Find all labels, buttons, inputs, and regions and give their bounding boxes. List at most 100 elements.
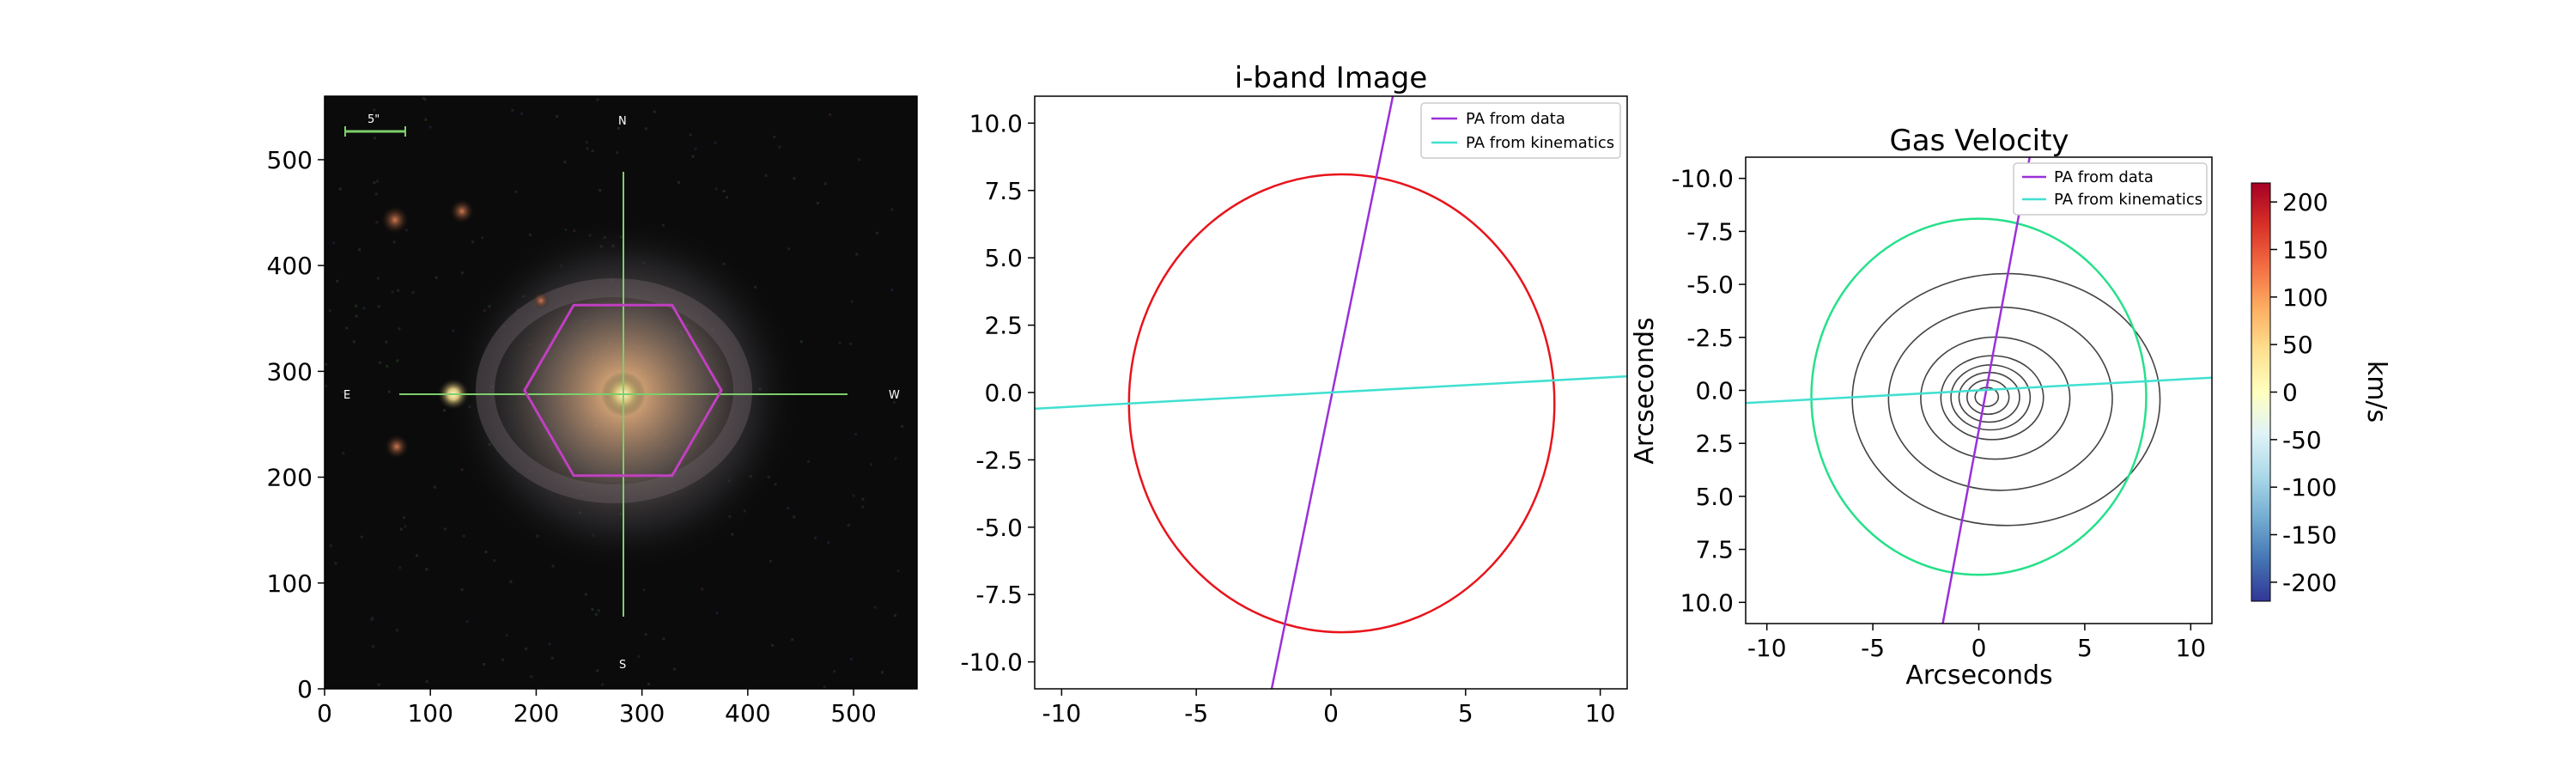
sky-noise-speckle [338, 187, 342, 191]
sky-noise-speckle [861, 505, 865, 508]
velocity-xlabel: Arcseconds [1905, 660, 2052, 691]
sky-noise-speckle [465, 620, 469, 624]
sky-noise-speckle [460, 588, 464, 592]
sky-noise-speckle [890, 289, 894, 292]
iband-ytick-label: 10.0 [969, 109, 1023, 137]
sky-ytick-label: 500 [267, 146, 313, 174]
colorbar [2251, 182, 2271, 602]
velocity-title: Gas Velocity [1889, 124, 2069, 158]
sky-noise-speckle [854, 433, 857, 436]
sky-noise-speckle [325, 385, 328, 388]
iband-xtick-label: 0 [1323, 699, 1339, 727]
sky-noise-speckle [827, 541, 830, 545]
sky-noise-speckle [731, 533, 734, 536]
sky-noise-speckle [806, 460, 810, 463]
sky-noise-speckle [833, 670, 836, 673]
sky-noise-speckle [773, 136, 776, 139]
velocity-pa-kinematics-line [1746, 376, 2212, 405]
sky-xtick-label: 300 [619, 699, 665, 727]
sky-noise-speckle [342, 452, 345, 455]
sky-noise-speckle [334, 562, 337, 565]
background-source [381, 206, 409, 234]
ifu-hexagon [523, 303, 723, 478]
sky-noise-speckle [371, 617, 374, 620]
iband-ytick-label: 7.5 [984, 177, 1023, 205]
sky-noise-speckle [424, 118, 428, 121]
sky-noise-speckle [814, 536, 817, 539]
sky-noise-speckle [584, 593, 587, 596]
velocity-xtick-label: -5 [1861, 634, 1885, 662]
sky-noise-speckle [601, 683, 605, 686]
velocity-ellipse [1810, 217, 2148, 576]
sky-noise-speckle [425, 568, 428, 571]
sky-noise-speckle [374, 192, 378, 196]
sky-noise-speckle [594, 612, 598, 616]
sky-noise-speckle [391, 290, 394, 294]
sky-noise-speckle [395, 629, 398, 632]
sky-noise-speckle [525, 647, 528, 650]
sky-noise-speckle [402, 516, 405, 520]
sky-noise-speckle [422, 96, 425, 100]
iband-legend-box [1420, 102, 1621, 159]
sky-noise-speckle [556, 115, 559, 119]
sky-noise-speckle [550, 656, 554, 660]
sky-noise-speckle [616, 151, 619, 155]
sky-ytick-label: 100 [267, 569, 313, 598]
iband-ytick-label: 0.0 [984, 379, 1023, 407]
sky-noise-speckle [849, 342, 853, 345]
sky-noise-speckle [379, 361, 382, 364]
sky-noise-speckle [793, 515, 796, 519]
compass-south: S [619, 659, 626, 672]
sky-noise-speckle [374, 137, 377, 140]
sky-noise-speckle [653, 110, 656, 113]
sky-ytick-label: 300 [267, 357, 313, 386]
sky-noise-speckle [520, 112, 524, 115]
sky-noise-speckle [829, 113, 832, 116]
sky-ytick-label: 200 [267, 464, 313, 492]
sky-noise-speckle [548, 642, 551, 646]
iband-xtick-label: 10 [1585, 699, 1616, 727]
sky-noise-speckle [551, 564, 555, 568]
sky-noise-speckle [483, 662, 486, 666]
sky-noise-speckle [511, 108, 514, 112]
sky-noise-speckle [371, 645, 374, 648]
sky-noise-speckle [689, 133, 692, 137]
sky-noise-speckle [880, 671, 884, 674]
sky-noise-speckle [530, 675, 533, 679]
sky-noise-speckle [769, 559, 772, 563]
sky-noise-speckle [823, 685, 826, 689]
sky-noise-speckle [484, 550, 488, 553]
sky-noise-speckle [585, 141, 588, 144]
sky-noise-speckle [726, 196, 729, 199]
colorbar-tick-label: -150 [2282, 521, 2337, 550]
sky-noise-speckle [377, 683, 380, 686]
iband-ytick-label: -10.0 [961, 648, 1023, 677]
sky-noise-speckle [376, 277, 380, 280]
sky-noise-speckle [404, 228, 408, 232]
colorbar-tick-label: 150 [2282, 235, 2328, 264]
sky-noise-speckle [858, 158, 861, 161]
iband-ytick-label: 5.0 [984, 244, 1023, 272]
colorbar-tick-label: -200 [2282, 569, 2337, 597]
colorbar-ticks: 200 150 100 50 0 -50 -100 -150 -200 [2270, 188, 2337, 597]
sky-xtick-label: 100 [407, 699, 453, 727]
velocity-ytick-label: 10.0 [1680, 588, 1734, 617]
velocity-ytick-label: -10.0 [1672, 165, 1734, 193]
sky-noise-speckle [370, 618, 374, 621]
sky-noise-speckle [377, 305, 380, 308]
velocity-ytick-label: 7.5 [1695, 536, 1734, 564]
sky-axis-ticks: 0 100 200 300 400 500 0 100 200 300 400 500 [267, 146, 877, 727]
sky-noise-speckle [362, 307, 366, 310]
sky-noise-speckle [411, 291, 415, 295]
sky-noise-speckle [355, 304, 358, 307]
colorbar-label: km/s [2361, 361, 2391, 423]
iband-ytick-label: -5.0 [975, 514, 1023, 542]
sky-noise-speckle [355, 314, 358, 318]
sky-noise-speckle [358, 248, 361, 252]
sky-noise-speckle [890, 208, 894, 211]
iband-xtick-label: -10 [1042, 699, 1081, 727]
sky-noise-speckle [586, 147, 589, 150]
sky-noise-speckle [596, 669, 599, 673]
sky-noise-speckle [677, 180, 680, 184]
